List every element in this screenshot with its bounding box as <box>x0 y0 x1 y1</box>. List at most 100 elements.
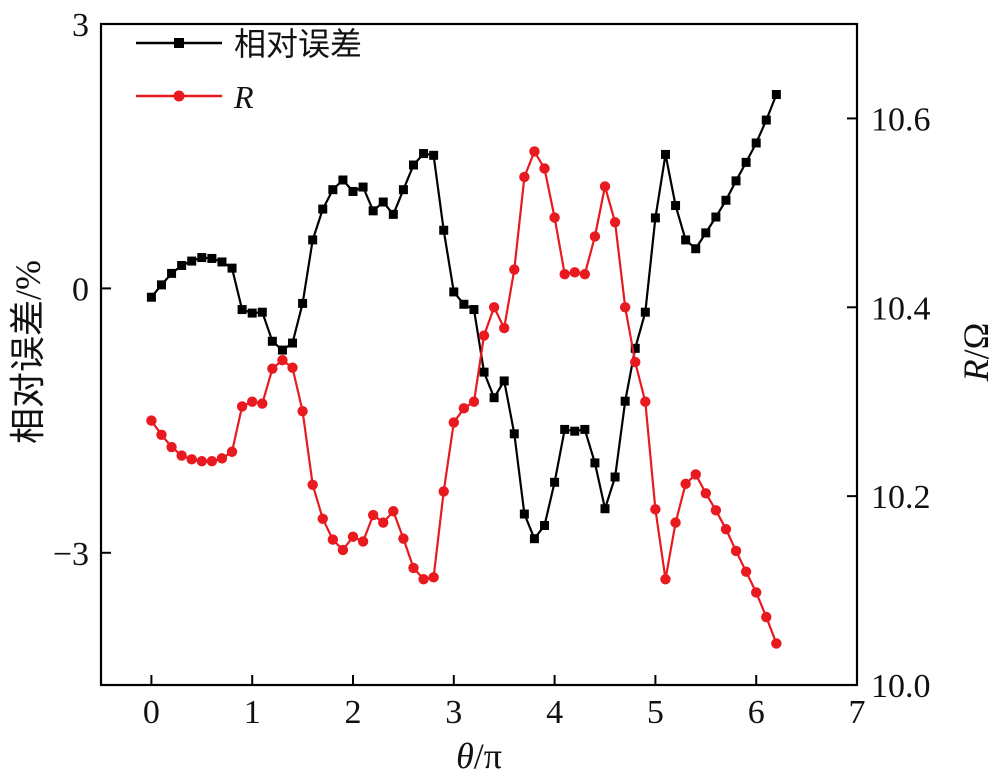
data-point-relative-error <box>146 292 156 302</box>
data-point-relative-error <box>227 263 237 273</box>
left-y-tick-label: 3 <box>72 7 89 44</box>
data-point-relative-error <box>590 458 600 468</box>
data-point-relative-error <box>378 197 388 207</box>
data-point-r <box>690 469 701 480</box>
data-point-r <box>569 267 580 278</box>
data-point-r <box>761 611 772 623</box>
data-point-r <box>609 217 621 228</box>
data-point-relative-error <box>277 345 287 355</box>
data-point-relative-error <box>570 426 580 436</box>
data-point-relative-error <box>701 228 711 238</box>
data-point-r <box>398 533 409 544</box>
x-tick-label: 1 <box>244 694 261 731</box>
data-point-r <box>579 269 591 280</box>
data-point-r <box>206 456 218 467</box>
data-point-r <box>337 544 349 556</box>
data-point-relative-error <box>288 338 298 348</box>
data-point-relative-error <box>509 429 519 439</box>
data-point-r <box>740 566 752 577</box>
data-point-r <box>559 269 570 280</box>
data-point-r <box>539 163 550 174</box>
data-point-r <box>448 417 459 428</box>
data-point-r <box>529 146 540 157</box>
data-point-relative-error <box>711 212 721 222</box>
data-point-relative-error <box>388 209 398 219</box>
data-point-relative-error <box>620 396 630 406</box>
right-y-tick-label: 10.2 <box>871 479 931 516</box>
data-point-r <box>287 362 298 373</box>
x-tick-label: 3 <box>445 694 462 731</box>
data-point-r <box>438 486 449 497</box>
data-point-r <box>478 330 490 341</box>
data-point-r <box>367 509 379 521</box>
data-point-r <box>660 574 671 585</box>
data-point-relative-error <box>318 204 328 214</box>
data-point-relative-error <box>237 305 247 315</box>
data-point-r <box>730 545 742 557</box>
data-point-r <box>771 638 782 649</box>
data-point-relative-error <box>197 253 207 263</box>
data-point-relative-error <box>499 376 509 386</box>
data-point-relative-error <box>540 520 550 530</box>
x-axis-title-unit: /π <box>474 736 502 776</box>
data-point-relative-error <box>257 307 267 317</box>
data-point-r <box>549 212 560 223</box>
data-point-relative-error <box>408 160 418 170</box>
data-point-relative-error <box>348 186 358 196</box>
data-point-relative-error <box>640 307 650 317</box>
data-point-r <box>640 396 651 407</box>
data-point-r <box>720 523 732 535</box>
data-point-r <box>277 354 288 366</box>
data-point-r <box>468 396 480 407</box>
data-point-r <box>247 396 258 407</box>
data-point-relative-error <box>398 185 408 195</box>
data-point-relative-error <box>630 343 640 353</box>
data-point-r <box>751 587 762 598</box>
data-point-relative-error <box>751 138 761 148</box>
data-point-relative-error <box>207 253 217 263</box>
data-point-relative-error <box>650 213 660 223</box>
data-point-relative-error <box>771 90 781 100</box>
left-y-tick-label: −3 <box>53 536 89 573</box>
series-line-relative-error <box>150 94 778 540</box>
data-point-r <box>599 181 611 192</box>
data-point-relative-error <box>156 280 166 290</box>
data-point-r <box>156 429 167 440</box>
data-point-relative-error <box>267 336 277 346</box>
data-point-relative-error <box>529 534 539 544</box>
data-point-r <box>176 450 187 461</box>
data-point-r <box>408 562 419 574</box>
data-point-r <box>257 398 268 409</box>
data-point-relative-error <box>519 509 529 519</box>
x-tick-label: 4 <box>546 694 563 731</box>
data-point-relative-error <box>671 201 681 211</box>
legend: 相对误差 R <box>136 26 362 115</box>
right-y-axis-title-unit: /Ω <box>956 323 996 360</box>
data-point-relative-error <box>600 504 610 514</box>
data-point-relative-error <box>560 424 570 434</box>
data-point-r <box>297 405 308 417</box>
data-point-r <box>388 506 399 517</box>
data-point-r <box>226 446 238 457</box>
data-point-r <box>186 454 197 465</box>
x-tick-label: 7 <box>849 694 866 731</box>
data-point-relative-error <box>489 393 499 403</box>
data-point-relative-error <box>217 257 227 267</box>
left-y-axis-title: 相对误差/% <box>8 260 48 444</box>
x-tick-label: 2 <box>345 694 362 731</box>
data-point-r <box>357 536 369 547</box>
data-point-relative-error <box>479 367 489 377</box>
data-point-relative-error <box>449 287 459 297</box>
data-point-r <box>347 531 359 542</box>
data-point-r <box>509 264 520 275</box>
right-y-tick-label: 10.4 <box>871 290 931 327</box>
data-point-r <box>619 302 631 313</box>
x-axis-title-var: θ <box>456 736 474 776</box>
plot-frame <box>99 22 859 687</box>
data-point-r <box>670 517 681 528</box>
data-point-r <box>519 171 530 183</box>
right-y-tick-label: 10.6 <box>871 101 931 138</box>
data-point-r <box>458 403 470 414</box>
data-point-r <box>499 322 510 334</box>
